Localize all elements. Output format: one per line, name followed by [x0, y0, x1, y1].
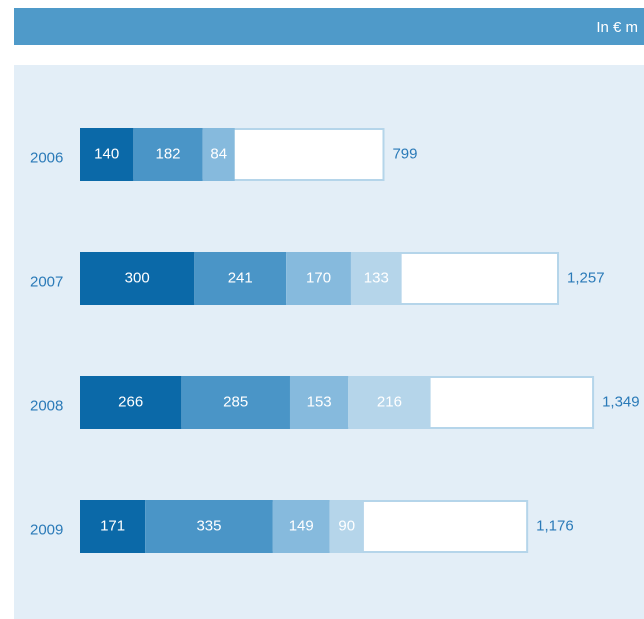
bar-segment	[350, 252, 402, 305]
value-label: 171	[100, 517, 125, 534]
value-label: 300	[125, 269, 150, 286]
value-label: 84	[210, 145, 227, 162]
bar-segment	[181, 376, 290, 429]
year-label: 2008	[30, 397, 63, 414]
bar-segment	[272, 500, 330, 553]
value-label: 335	[196, 517, 221, 534]
bar-segment	[80, 376, 182, 429]
year-label: 2007	[30, 273, 63, 290]
total-label: 1,349	[602, 393, 640, 410]
year-label: 2006	[30, 149, 63, 166]
total-label: 1,257	[567, 269, 605, 286]
bar-segment	[80, 128, 134, 181]
value-label: 241	[228, 269, 253, 286]
value-label: 140	[94, 145, 119, 162]
bar-segment	[133, 128, 203, 181]
value-label: 182	[156, 145, 181, 162]
total-label: 1,176	[536, 517, 574, 534]
bar-segment	[202, 128, 235, 181]
total-label: 799	[392, 145, 417, 162]
bar-segment	[194, 252, 287, 305]
value-label: 216	[377, 393, 402, 410]
bar-segment	[145, 500, 273, 553]
bar-segment	[289, 376, 349, 429]
year-label: 2009	[30, 521, 63, 538]
value-label: 285	[223, 393, 248, 410]
value-label: 153	[307, 393, 332, 410]
value-label: 266	[118, 393, 143, 410]
bar-segment	[329, 500, 364, 553]
value-label: 90	[338, 517, 355, 534]
unit-label: In € m	[596, 19, 638, 36]
bar-segment	[80, 500, 146, 553]
value-label: 170	[306, 269, 331, 286]
bar-segment	[286, 252, 351, 305]
bar-segment	[348, 376, 431, 429]
value-label: 133	[364, 269, 389, 286]
header-bar	[14, 8, 644, 45]
value-label: 149	[289, 517, 314, 534]
bar-segment	[80, 252, 195, 305]
